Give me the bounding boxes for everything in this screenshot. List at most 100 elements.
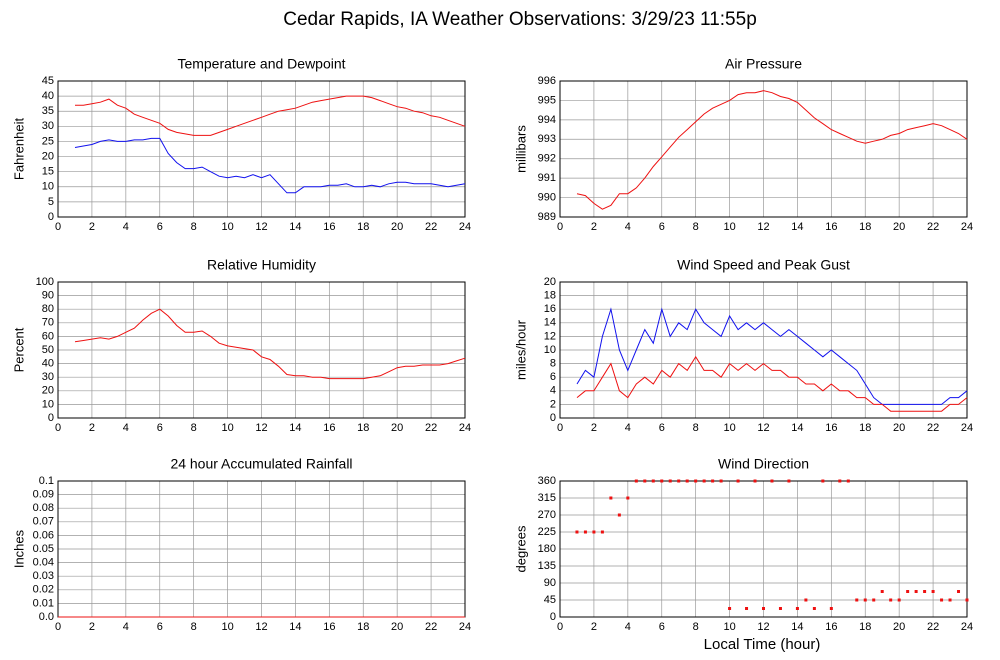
x-tick-label: 2 [89, 422, 95, 434]
x-tick-label: 8 [191, 422, 197, 434]
data-point [651, 479, 655, 483]
x-tick-label: 12 [757, 422, 769, 434]
y-tick-label: 18 [544, 290, 556, 302]
data-point [770, 479, 774, 483]
x-tick-label: 12 [255, 621, 267, 633]
y-tick-label: 0 [48, 412, 54, 424]
plot-border [57, 281, 466, 419]
x-tick-label: 16 [825, 221, 837, 233]
y-tick-label: 20 [42, 150, 54, 162]
x-tick-label: 24 [961, 422, 973, 434]
y-tick-label: 0.01 [33, 597, 54, 609]
data-point [719, 479, 723, 483]
x-tick-label: 6 [157, 621, 163, 633]
data-point [863, 598, 867, 602]
x-tick-label: 14 [791, 422, 803, 434]
y-tick-label: 15 [42, 166, 54, 178]
chart-title: Relative Humidity [207, 257, 316, 273]
y-tick-label: 90 [42, 290, 54, 302]
x-tick-label: 8 [191, 221, 197, 233]
y-tick-label: 0.05 [33, 543, 54, 555]
y-tick-label: 360 [538, 475, 556, 487]
y-tick-label: 0.04 [33, 557, 54, 569]
x-tick-label: 0 [557, 221, 563, 233]
y-tick-label: 10 [544, 344, 556, 356]
y-tick-label: 35 [42, 105, 54, 117]
y-tick-label: 992 [538, 153, 556, 165]
x-tick-label: 24 [459, 221, 471, 233]
x-tick-label: 20 [893, 221, 905, 233]
data-point [897, 598, 901, 602]
x-tick-label: 8 [191, 621, 197, 633]
plot-border [559, 480, 968, 618]
x-tick-label: 6 [659, 221, 665, 233]
y-tick-label: 0.1 [39, 475, 54, 487]
x-tick-label: 14 [289, 422, 301, 434]
chart-panel: Air Pressure millibars 989 990 991 992 993 994 9… [513, 56, 973, 233]
chart-title: Temperature and Dewpoint [177, 56, 345, 72]
y-tick-label: 100 [36, 276, 54, 288]
y-tick-label: 6 [550, 371, 556, 383]
x-tick-label: 16 [825, 621, 837, 633]
y-tick-label: 0.07 [33, 516, 54, 528]
x-tick-label: 0 [55, 422, 61, 434]
x-tick-label: 10 [221, 422, 233, 434]
y-axis-label: degrees [513, 525, 528, 572]
x-tick-label: 24 [961, 621, 973, 633]
plot-border [559, 281, 968, 419]
y-tick-label: 40 [42, 90, 54, 102]
data-point [600, 530, 604, 534]
data-point [609, 496, 613, 500]
x-tick-label: 4 [123, 221, 129, 233]
chart-title: 24 hour Accumulated Rainfall [170, 456, 352, 472]
data-point [745, 607, 749, 610]
y-tick-label: 60 [42, 330, 54, 342]
x-tick-label: 4 [625, 621, 631, 633]
plot-border [57, 80, 466, 218]
y-tick-label: 0 [550, 412, 556, 424]
y-tick-label: 990 [538, 191, 556, 203]
chart-panel: Wind Directiondegrees0459013518022527031… [513, 456, 973, 633]
x-tick-label: 24 [961, 221, 973, 233]
data-point [685, 479, 689, 483]
data-point [846, 479, 850, 483]
x-tick-label: 10 [723, 422, 735, 434]
chart-title: Wind Speed and Peak Gust [677, 257, 850, 273]
y-tick-label: 994 [538, 114, 556, 126]
y-tick-label: 0.03 [33, 570, 54, 582]
x-tick-label: 2 [89, 221, 95, 233]
y-tick-label: 90 [544, 577, 556, 589]
chart-panel: Temperature and Dewpoint Fahrenheit 0 5 10 15… [11, 56, 471, 233]
y-tick-label: 12 [544, 330, 556, 342]
data-point [694, 479, 698, 483]
y-tick-label: 225 [538, 526, 556, 538]
data-point [677, 479, 681, 483]
y-tick-label: 14 [544, 317, 556, 329]
x-tick-label: 16 [323, 621, 335, 633]
y-axis-label: millibars [513, 125, 528, 173]
x-tick-label: 22 [425, 221, 437, 233]
x-tick-label: 6 [659, 422, 665, 434]
x-tick-label: 20 [391, 422, 403, 434]
x-tick-label: 8 [693, 621, 699, 633]
y-tick-label: 25 [42, 135, 54, 147]
y-tick-label: 270 [538, 509, 556, 521]
y-tick-label: 16 [544, 303, 556, 315]
data-point [880, 590, 884, 593]
data-point [889, 598, 893, 602]
x-tick-label: 12 [757, 221, 769, 233]
data-point [855, 598, 859, 602]
y-tick-label: 989 [538, 211, 556, 223]
data-point [634, 479, 638, 483]
y-tick-label: 45 [42, 75, 54, 87]
data-point [778, 607, 782, 610]
data-point [711, 479, 715, 483]
data-line [576, 355, 968, 412]
x-tick-label: 4 [625, 422, 631, 434]
data-point [838, 479, 842, 483]
x-axis-label: Local Time (hour) [704, 636, 821, 653]
y-tick-label: 45 [544, 594, 556, 606]
chart-panel: Relative HumidityPercent0102030405060708… [11, 257, 471, 434]
y-tick-label: 80 [42, 303, 54, 315]
x-tick-label: 12 [255, 221, 267, 233]
